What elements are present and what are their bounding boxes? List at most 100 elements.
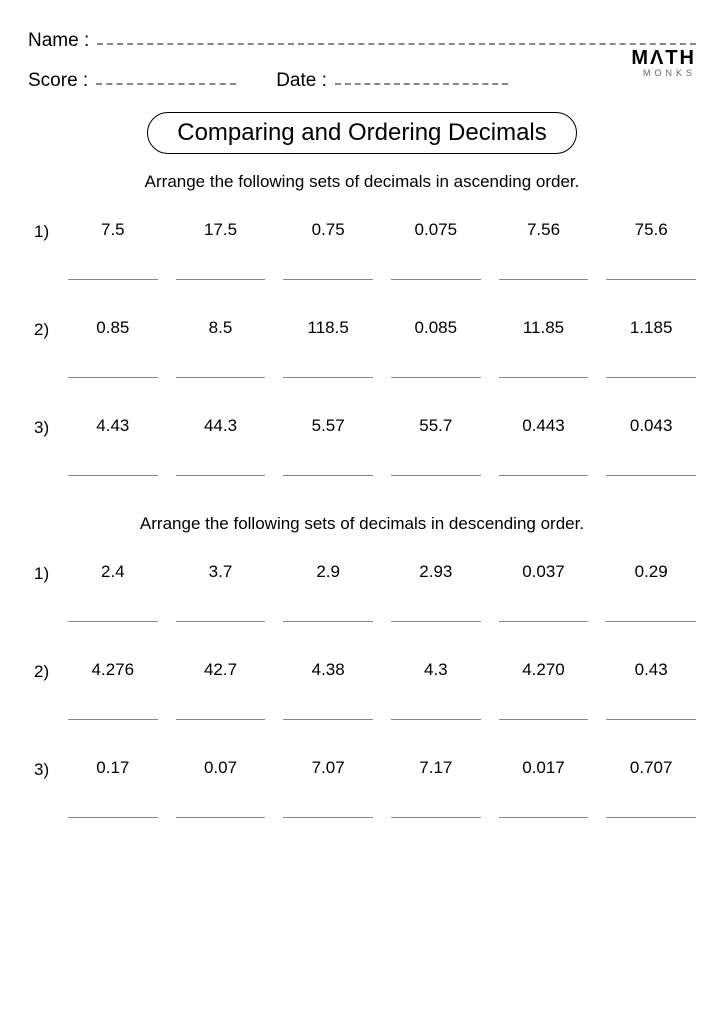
- decimal-value: 7.07: [283, 758, 373, 778]
- date-label: Date :: [276, 70, 327, 92]
- answer-blank: [606, 700, 696, 720]
- answer-blank: [283, 456, 373, 476]
- problem-number: 3): [34, 758, 68, 780]
- decimal-value: 7.17: [391, 758, 481, 778]
- answer-blank: [283, 602, 373, 622]
- answer-blank: [499, 700, 589, 720]
- decimal-value: 4.3: [391, 660, 481, 680]
- decimal-value: 17.5: [176, 220, 266, 240]
- decimal-value: 4.43: [68, 416, 158, 436]
- decimal-value: 0.29: [606, 562, 696, 582]
- answer-blank: [176, 260, 266, 280]
- problem-row: 3)4.43 44.3 5.57 55.7 0.443 0.043: [28, 416, 696, 476]
- problem-row: 1)2.43.72.92.930.0370.29: [28, 562, 696, 622]
- values-grid: 0.17 0.07 7.07 7.17 0.017 0.707: [68, 758, 696, 818]
- logo: MΛTH MONKS: [631, 48, 696, 78]
- answer-blank: [499, 798, 589, 818]
- decimal-value: 44.3: [176, 416, 266, 436]
- answer-blank: [68, 456, 158, 476]
- score-line: [96, 83, 236, 85]
- decimal-value: 7.5: [68, 220, 158, 240]
- answer-blank: [391, 456, 481, 476]
- answer-blank: [176, 700, 266, 720]
- answer-blank: [499, 602, 589, 622]
- answer-blank: [176, 358, 266, 378]
- name-line: [97, 43, 696, 45]
- answer-blank: [68, 798, 158, 818]
- decimal-value: 55.7: [391, 416, 481, 436]
- answer-blank: [391, 700, 481, 720]
- title-box: Comparing and Ordering Decimals: [147, 112, 577, 154]
- answer-blank: [499, 260, 589, 280]
- decimal-value: 4.276: [68, 660, 158, 680]
- decimal-value: 0.443: [499, 416, 589, 436]
- decimal-value: 0.07: [176, 758, 266, 778]
- answer-blank: [606, 456, 696, 476]
- decimal-value: 11.85: [499, 318, 589, 338]
- decimal-value: 0.037: [499, 562, 589, 582]
- decimal-value: 0.17: [68, 758, 158, 778]
- answer-blank: [606, 798, 696, 818]
- decimal-value: 0.017: [499, 758, 589, 778]
- name-label: Name :: [28, 30, 89, 52]
- decimal-value: 7.56: [499, 220, 589, 240]
- answer-blank: [283, 798, 373, 818]
- answer-blank: [68, 700, 158, 720]
- decimal-value: 0.75: [283, 220, 373, 240]
- decimal-value: 2.9: [283, 562, 373, 582]
- answer-blank: [606, 358, 696, 378]
- answer-blank: [283, 700, 373, 720]
- decimal-value: 0.043: [606, 416, 696, 436]
- answer-blank: [176, 602, 266, 622]
- decimal-value: 118.5: [283, 318, 373, 338]
- problem-number: 2): [34, 318, 68, 340]
- problem-row: 3)0.17 0.07 7.07 7.17 0.017 0.707: [28, 758, 696, 818]
- decimal-value: 0.085: [391, 318, 481, 338]
- values-grid: 2.43.72.92.930.0370.29: [68, 562, 696, 622]
- instruction-text: Arrange the following sets of decimals i…: [28, 514, 696, 534]
- decimal-value: 4.270: [499, 660, 589, 680]
- values-grid: 0.858.5118.50.08511.851.185: [68, 318, 696, 378]
- page-title: Comparing and Ordering Decimals: [158, 119, 566, 147]
- decimal-value: 8.5: [176, 318, 266, 338]
- decimal-value: 0.707: [606, 758, 696, 778]
- section: Arrange the following sets of decimals i…: [28, 172, 696, 476]
- problem-number: 3): [34, 416, 68, 438]
- decimal-value: 75.6: [606, 220, 696, 240]
- values-grid: 7.5 17.5 0.75 0.075 7.56 75.6: [68, 220, 696, 280]
- instruction-text: Arrange the following sets of decimals i…: [28, 172, 696, 192]
- decimal-value: 0.43: [606, 660, 696, 680]
- score-label: Score :: [28, 70, 88, 92]
- problem-number: 1): [34, 220, 68, 242]
- answer-blank: [391, 602, 481, 622]
- decimal-value: 2.4: [68, 562, 158, 582]
- logo-top: MΛTH: [631, 48, 696, 68]
- problem-row: 1)7.5 17.5 0.75 0.075 7.56 75.6: [28, 220, 696, 280]
- answer-blank: [499, 358, 589, 378]
- decimal-value: 4.38: [283, 660, 373, 680]
- decimal-value: 5.57: [283, 416, 373, 436]
- answer-blank: [391, 260, 481, 280]
- values-grid: 4.43 44.3 5.57 55.7 0.443 0.043: [68, 416, 696, 476]
- answer-blank: [606, 602, 696, 622]
- answer-blank: [68, 358, 158, 378]
- date-line: [335, 83, 508, 85]
- answer-blank: [499, 456, 589, 476]
- answer-blank: [283, 260, 373, 280]
- section: Arrange the following sets of decimals i…: [28, 514, 696, 818]
- problem-row: 2)0.858.5118.50.08511.851.185: [28, 318, 696, 378]
- values-grid: 4.276 42.7 4.38 4.3 4.270 0.43: [68, 660, 696, 720]
- decimal-value: 42.7: [176, 660, 266, 680]
- problem-row: 2)4.276 42.7 4.38 4.3 4.270 0.43: [28, 660, 696, 720]
- answer-blank: [391, 798, 481, 818]
- answer-blank: [606, 260, 696, 280]
- logo-bottom: MONKS: [631, 69, 696, 78]
- name-row: Name :: [28, 30, 696, 52]
- decimal-value: 0.85: [68, 318, 158, 338]
- decimal-value: 3.7: [176, 562, 266, 582]
- answer-blank: [68, 260, 158, 280]
- answer-blank: [176, 456, 266, 476]
- problem-number: 2): [34, 660, 68, 682]
- score-date-row: Score : Date :: [28, 70, 508, 92]
- decimal-value: 0.075: [391, 220, 481, 240]
